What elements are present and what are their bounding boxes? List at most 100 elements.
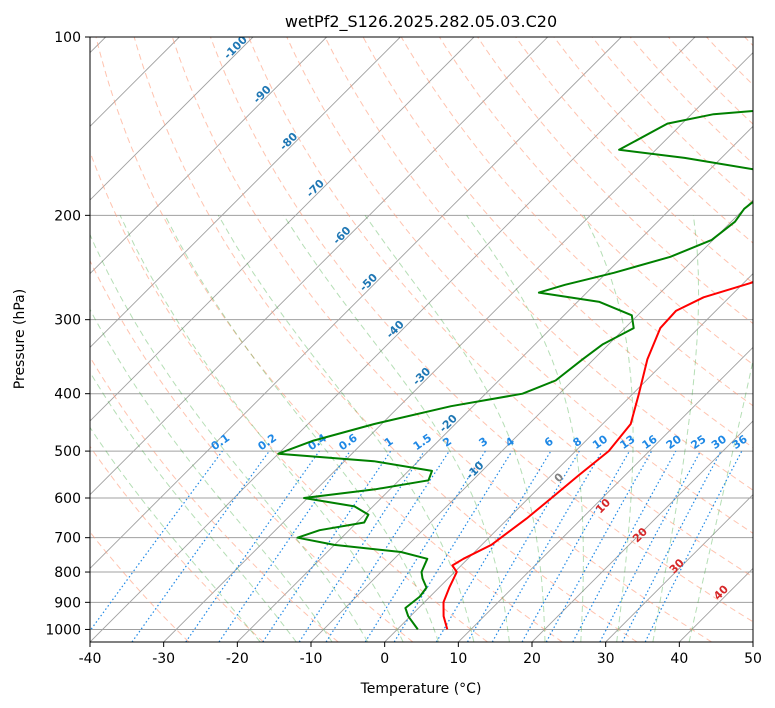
- x-axis: -40 -30 -20 -10 0 10 20 30 40 50: [79, 642, 762, 667]
- isotherm-label: -40: [384, 318, 407, 341]
- x-tick-label: 0: [380, 651, 389, 667]
- isotherm-line: [90, 37, 548, 496]
- mixing-ratio-line: [521, 450, 631, 642]
- x-tick-label: 50: [744, 651, 762, 667]
- dry-adiabat-line: [171, 37, 712, 642]
- y-tick-label: 100: [54, 30, 81, 46]
- mixing-ratio-label: 6: [542, 435, 556, 450]
- moist-adiabat-line: [164, 215, 439, 642]
- isotherm-label: -30: [410, 365, 433, 388]
- dry-adiabat-line: [248, 37, 753, 578]
- dry-adiabat-line: [668, 37, 753, 125]
- mixing-ratio-line: [599, 450, 702, 642]
- moist-adiabat-label: 40: [711, 582, 731, 602]
- moist-adiabat-line: [652, 215, 700, 642]
- dry-adiabat-line: [133, 37, 638, 642]
- mixing-ratio-label: 0.6: [336, 431, 360, 453]
- mixing-ratio-line: [435, 450, 552, 642]
- moist-adiabat-line: [90, 426, 261, 642]
- dry-adiabat-line: [90, 259, 414, 642]
- mixing-ratio-line: [325, 450, 450, 642]
- isotherm-line: [90, 37, 475, 422]
- dry-adiabat-line: [210, 37, 753, 623]
- mixing-ratio-label: 8: [571, 435, 585, 450]
- dry-adiabat-line: [95, 37, 563, 642]
- mixing-ratio-line: [545, 450, 653, 642]
- y-tick-label: 200: [54, 208, 81, 224]
- moist-adiabat-line: [283, 215, 510, 642]
- dry-adiabat-line: [90, 445, 264, 642]
- dry-adiabat-line: [90, 150, 488, 642]
- dewpoint-line: [277, 110, 753, 630]
- dry-adiabat-line: [477, 37, 753, 325]
- dry-adiabat-line: [515, 37, 753, 284]
- isotherm-line: [752, 641, 753, 642]
- x-tick-label: -30: [152, 651, 175, 667]
- y-tick-label: 400: [54, 387, 81, 403]
- background-lines: [90, 37, 753, 642]
- x-tick-label: 20: [523, 651, 541, 667]
- y-axis-label: Pressure (hPa): [12, 289, 28, 389]
- isotherm-label: -70: [304, 177, 327, 200]
- moist-adiabat-line: [688, 358, 753, 642]
- dry-adiabat-line: [553, 37, 753, 244]
- y-axis: 100 200 300 400 500 600 700 800 900 1000: [45, 30, 90, 638]
- isotherm-label: -20: [437, 412, 460, 435]
- moist-adiabat-line: [217, 215, 475, 642]
- isotherm-line: [310, 199, 753, 642]
- mixing-ratio-line: [491, 450, 603, 642]
- temperature-line: [442, 280, 753, 630]
- mixing-ratio-line: [364, 450, 486, 642]
- mixing-ratio-line: [393, 450, 513, 642]
- dry-adiabat-line: [90, 356, 339, 642]
- dry-adiabat-line: [324, 37, 753, 491]
- mixing-ratio-line: [572, 450, 677, 642]
- mixing-ratio-line: [131, 450, 270, 642]
- mixing-ratio-line: [185, 450, 320, 642]
- y-tick-label: 900: [54, 595, 81, 611]
- x-tick-label: 30: [597, 651, 615, 667]
- mixing-ratio-label: 16: [640, 432, 660, 452]
- moist-adiabat-label: 10: [593, 496, 613, 516]
- dry-adiabat-line: [90, 531, 190, 642]
- mixing-ratio-line: [298, 450, 425, 642]
- isotherm-line: [679, 567, 753, 642]
- mixing-ratio-label: 20: [664, 432, 684, 452]
- isotherm-line: [90, 37, 622, 569]
- dry-adiabat-line: [706, 37, 753, 86]
- dry-adiabat-line: [744, 37, 753, 47]
- mixing-ratio-label: 1.5: [411, 431, 434, 453]
- moist-adiabat-line: [364, 215, 546, 642]
- isotherm-line: [384, 273, 753, 642]
- isotherm-label: -50: [357, 271, 380, 294]
- y-tick-label: 300: [54, 313, 81, 329]
- isotherm-line: [90, 37, 696, 642]
- isotherm-line: [531, 420, 753, 642]
- y-tick-label: 700: [54, 531, 81, 547]
- mixing-ratio-label: 30: [709, 432, 729, 452]
- moist-adiabat-line: [119, 215, 404, 642]
- dry-adiabat-line: [400, 37, 753, 407]
- plot-frame: [89, 36, 754, 643]
- moist-adiabat-line: [90, 308, 333, 642]
- x-tick-label: 40: [670, 651, 688, 667]
- isotherm-line: [237, 125, 753, 642]
- isotherm-label: -80: [277, 130, 300, 153]
- isotherm-line: [458, 346, 753, 642]
- mixing-ratio-label: 25: [689, 432, 709, 451]
- x-axis-label: Temperature (°C): [360, 681, 482, 697]
- dry-adiabat-line: [629, 37, 753, 165]
- dry-adiabat-line: [591, 37, 753, 204]
- mixing-ratio-line: [466, 450, 580, 642]
- mixing-ratio-label: 36: [730, 432, 750, 452]
- mixing-ratio-line: [218, 450, 351, 642]
- x-tick-label: -10: [300, 651, 323, 667]
- x-tick-label: -40: [79, 651, 102, 667]
- x-tick-label: -20: [226, 651, 249, 667]
- isotherm-line: [90, 37, 327, 275]
- mixing-ratio-label: 3: [477, 435, 491, 450]
- chart-title: wetPf2_S126.2025.282.05.03.C20: [285, 12, 557, 32]
- mixing-ratio-label: 0.1: [209, 431, 232, 453]
- mixing-ratio-label: 10: [590, 432, 610, 452]
